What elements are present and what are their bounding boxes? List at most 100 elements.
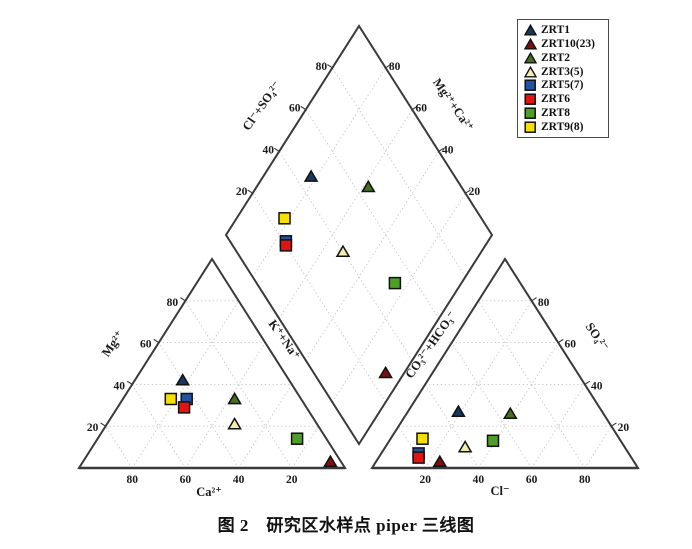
marker-ZRT10(23)-anion (432, 454, 448, 468)
tick-labels: 20 20 20 20 20 20 40 40 40 40 40 40 60 60 60 60 60 60 80 80… (87, 61, 630, 486)
legend-item-label: ZRT3(5) (541, 65, 584, 78)
tick (465, 189, 471, 194)
tick (300, 105, 307, 111)
axis-label-cl-so4: Cl⁻+SO₄²⁻ (240, 78, 284, 133)
tick-label-clso4: 20 (236, 186, 248, 198)
marker-ZRT1-anion (451, 404, 466, 417)
tick (438, 147, 445, 152)
tick-label-mg: 40 (113, 380, 125, 392)
tick-label-clso4: 60 (289, 103, 301, 115)
marker-ZRT9(8)-anion (416, 432, 429, 445)
legend-item: ZRT5(7) (524, 79, 608, 93)
tick-label-so4: 60 (564, 339, 576, 351)
axis-label-k-na: K⁺+Na⁺ (266, 317, 303, 362)
tick (385, 64, 391, 69)
legend-item: ZRT2 (524, 51, 608, 65)
marker-ZRT1-diamond (303, 169, 319, 182)
axis-label-mg-ca: Mg²⁺+Ca²⁺ (430, 76, 477, 134)
tick (327, 64, 333, 69)
marker-ZRT8-anion (486, 434, 500, 448)
gridline (531, 384, 586, 469)
tick-label-so4: 80 (538, 297, 550, 309)
outlines (77, 24, 640, 470)
marker-ZRT8-cation (290, 432, 304, 445)
legend-item-label: ZRT8 (541, 107, 570, 120)
gridline (305, 109, 440, 319)
tick-label-mg: 60 (140, 339, 152, 351)
tick-label-cl: 20 (419, 474, 431, 486)
tick (247, 189, 253, 194)
legend-square-icon (524, 121, 536, 134)
marker-ZRT6-diamond (279, 239, 293, 252)
figure-caption: 图 2 研究区水样点 piper 三线图 (217, 516, 475, 535)
tick-label-clso4: 40 (262, 144, 274, 156)
gridline (131, 384, 186, 469)
diamond-outline (224, 24, 494, 446)
legend-item-label: ZRT5(7) (541, 79, 584, 92)
axis-label-so4: SO₄²⁻ (583, 320, 612, 353)
legend: ZRT1 ZRT10(23) ZRT2 ZRT3(5) ZRT5(7) ZRT6 ZRT8 Z… (517, 19, 609, 138)
tick-label-mgca: 40 (442, 144, 454, 156)
gridline (332, 192, 466, 403)
tick-label-ca: 20 (286, 474, 298, 486)
legend-square-icon (524, 79, 536, 92)
gridline (305, 151, 440, 361)
gridlines (105, 67, 612, 469)
data-points (164, 169, 518, 468)
axis-label-mg: Mg²⁺ (99, 328, 127, 359)
gridline (252, 192, 386, 403)
legend-item-label: ZRT9(8) (541, 121, 584, 134)
marker-ZRT1-cation (175, 373, 191, 386)
legend-item: ZRT8 (524, 106, 608, 120)
marker-ZRT10(23)-diamond (378, 365, 393, 379)
tick-label-cl: 60 (526, 474, 538, 486)
marker-ZRT3(5)-diamond (335, 244, 351, 258)
tick (584, 380, 591, 385)
tick (100, 422, 106, 427)
legend-item: ZRT1 (524, 23, 608, 37)
tick-label-mgca: 80 (389, 61, 401, 73)
tick-label-so4: 20 (618, 422, 630, 434)
legend-square-icon (524, 107, 536, 120)
axis-label-ca: Ca²⁺ (196, 485, 222, 499)
tick-label-ca: 40 (233, 474, 245, 486)
legend-triangle-icon (524, 23, 537, 36)
cation-triangle-outline (77, 257, 347, 469)
gridline (185, 342, 266, 469)
legend-item: ZRT3(5) (524, 65, 608, 79)
gridline (584, 425, 612, 469)
marker-ZRT6-cation (177, 401, 191, 414)
marker-ZRT10(23)-cation (323, 454, 338, 468)
marker-ZRT2-cation (227, 391, 242, 405)
marker-ZRT3(5)-anion (457, 440, 473, 453)
axis-label-cl: Cl⁻ (490, 484, 509, 498)
tick (611, 422, 617, 427)
gridline (451, 342, 532, 469)
tick-label-mgca: 60 (415, 103, 427, 115)
gridline (158, 342, 239, 469)
marker-ZRT2-diamond (360, 179, 376, 193)
marker-ZRT9(8)-diamond (278, 212, 291, 225)
tick-label-mg: 80 (167, 297, 179, 309)
marker-ZRT6-anion (412, 451, 425, 464)
tick (153, 338, 160, 344)
tick-label-clso4: 80 (316, 61, 328, 73)
tick (126, 380, 133, 385)
tick (411, 105, 418, 111)
marker-ZRT8-diamond (388, 276, 402, 290)
tick (557, 338, 564, 344)
legend-triangle-icon (524, 51, 537, 64)
legend-item-label: ZRT6 (541, 93, 570, 106)
tick-label-cl: 40 (473, 474, 485, 486)
tick-label-mg: 20 (87, 422, 99, 434)
gridline (291, 425, 319, 469)
legend-item-label: ZRT2 (541, 51, 570, 64)
tick-label-ca: 80 (126, 474, 138, 486)
legend-triangle-icon (524, 37, 537, 50)
gridline (238, 384, 293, 469)
marker-ZRT2-anion (502, 406, 518, 420)
legend-item: ZRT10(23) (524, 37, 608, 51)
axis-titles: Ca²⁺ Cl⁻ Mg²⁺ SO₄²⁻ Cl⁻+SO₄²⁻ Mg²⁺+Ca²⁺ K⁺+Na⁺… (99, 76, 612, 499)
